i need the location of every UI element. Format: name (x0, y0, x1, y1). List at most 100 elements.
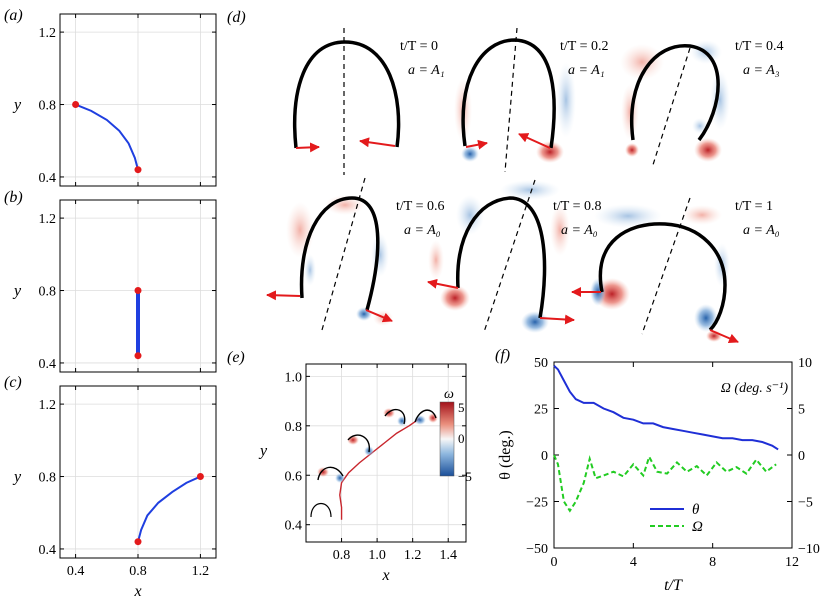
series-omega-line (553, 454, 777, 513)
vortex-positive (440, 285, 470, 311)
filament-body (461, 38, 556, 149)
snapshot-amp-label: a = A₁ (568, 63, 605, 78)
vortex-negative (456, 195, 484, 235)
vortex-positive (550, 204, 570, 256)
force-arrow (427, 278, 459, 289)
x-tick-label: 1.4 (439, 548, 457, 563)
y-tick-label: 50 (534, 356, 548, 371)
filament-snapshot (317, 466, 344, 481)
snapshot-5: t/T = 0.8 a = A₀ (427, 179, 601, 333)
filament-snapshot (414, 409, 437, 423)
vortex-negative (304, 254, 316, 286)
filament-snapshot (347, 434, 370, 453)
x-tick-label: 0.4 (67, 564, 85, 579)
filament-body (630, 44, 720, 142)
vortex-negative (356, 307, 372, 321)
y-tick-label: 0 (541, 449, 548, 464)
y-tick-label: 1.0 (285, 370, 303, 385)
y-tick-label: 0.4 (39, 543, 57, 558)
vortex-positive (536, 141, 564, 163)
panel-label-d: (d) (227, 9, 246, 26)
y2-tick-label: 5 (798, 403, 805, 418)
colorbar-tick-mid: 0 (458, 431, 465, 446)
vortex-positive (620, 44, 664, 80)
snapshot-time-label: t/T = 0.2 (560, 39, 608, 54)
panel-label-f: (f) (495, 347, 510, 364)
y-tick-label: 0.8 (39, 471, 57, 486)
vortex-positive (428, 413, 438, 423)
x-tick-label: 4 (630, 555, 637, 570)
colorbar-gradient (439, 401, 455, 477)
y-tick-label: 0.4 (39, 171, 57, 186)
panel-label-b: (b) (4, 189, 23, 206)
panel-b-chart: 0.4 0.8 1.2 y (12, 199, 217, 373)
symmetry-axis (651, 47, 691, 169)
vortex-positive (428, 240, 444, 280)
y-axis-label: y (12, 97, 22, 114)
panel-d-snapshots: t/T = 0 a = A₁ t/T = 0.2 a = A₁ (266, 27, 783, 344)
vortex-positive (325, 195, 365, 215)
vortex-negative (556, 62, 576, 138)
force-arrow (465, 139, 488, 150)
x-tick-label: 8 (709, 555, 716, 570)
trajectory-line (339, 417, 421, 520)
filament-endpoint (134, 538, 142, 546)
y2-axis-label: Ω (deg. s⁻¹) (721, 381, 789, 396)
panel-e-chart: 0.4 0.6 0.8 1.0 0.8 1.0 1.2 1.4 x y (258, 363, 467, 584)
colorbar-label: ω (444, 387, 454, 402)
y-tick-label: 0.8 (285, 420, 303, 435)
vortex-negative (500, 180, 560, 200)
vortex-positive (625, 143, 639, 157)
vortex-negative (461, 146, 479, 162)
snapshot-time-label: t/T = 0 (400, 39, 438, 54)
filament-curve (75, 103, 139, 170)
snapshot-6: t/T = 1 a = A₀ (571, 197, 780, 344)
snapshot-time-label: t/T = 0.8 (553, 199, 601, 214)
force-arrow (539, 314, 575, 325)
snapshot-4: t/T = 0.6 a = A₀ (266, 177, 444, 331)
plot-frame (305, 363, 467, 543)
symmetry-axis (641, 197, 691, 335)
panel-c-chart: 0.4 0.8 1.2 0.4 0.8 1.2 x y (12, 385, 217, 600)
snapshot-time-label: t/T = 0.4 (735, 39, 783, 54)
y-tick-label: 1.2 (39, 212, 57, 227)
force-arrow (365, 309, 393, 323)
snapshot-3: t/T = 0.4 a = A₃ (620, 39, 783, 169)
panel-e-vortex-pairs (310, 408, 438, 518)
colorbar-tick-min: −5 (458, 469, 472, 484)
y-tick-label: −50 (526, 542, 548, 557)
snapshot-amp-label: a = A₀ (561, 223, 598, 238)
force-arrow (266, 290, 301, 301)
symmetry-axis (504, 27, 518, 173)
force-arrow (359, 137, 396, 148)
y2-tick-label: 10 (798, 356, 812, 371)
snapshot-1: t/T = 0 a = A₁ (292, 28, 445, 175)
panel-label-c: (c) (4, 374, 22, 391)
vortex-negative (710, 70, 730, 130)
snapshot-amp-label: a = A₃ (743, 63, 780, 78)
x-tick-label: 1.2 (192, 564, 210, 579)
snapshot-amp-label: a = A₀ (404, 223, 441, 238)
filament-endpoint (134, 352, 142, 360)
y-tick-label: 0.8 (39, 285, 57, 300)
snapshot-time-label: t/T = 0.6 (396, 199, 444, 214)
y-tick-label: 25 (534, 403, 548, 418)
filament-endpoint (72, 101, 80, 109)
y-axis-label: y (258, 443, 268, 460)
colorbar-tick-max: 5 (458, 400, 465, 415)
vortex-positive (682, 205, 722, 225)
snapshot-2: t/T = 0.2 a = A₁ (454, 27, 608, 173)
x-axis-label: x (133, 583, 141, 600)
panel-label-e: (e) (227, 349, 245, 366)
filament-body (598, 222, 727, 332)
series-theta-line (553, 364, 779, 451)
vortex-positive (694, 138, 722, 162)
y-tick-label: 0.8 (39, 99, 57, 114)
y-tick-label: −25 (526, 496, 548, 511)
snapshot-amp-label: a = A₁ (408, 63, 445, 78)
x-tick-label: 12 (785, 555, 799, 570)
y2-tick-label: −5 (798, 496, 813, 511)
filament-endpoint (134, 166, 142, 174)
filament-body (292, 40, 401, 149)
